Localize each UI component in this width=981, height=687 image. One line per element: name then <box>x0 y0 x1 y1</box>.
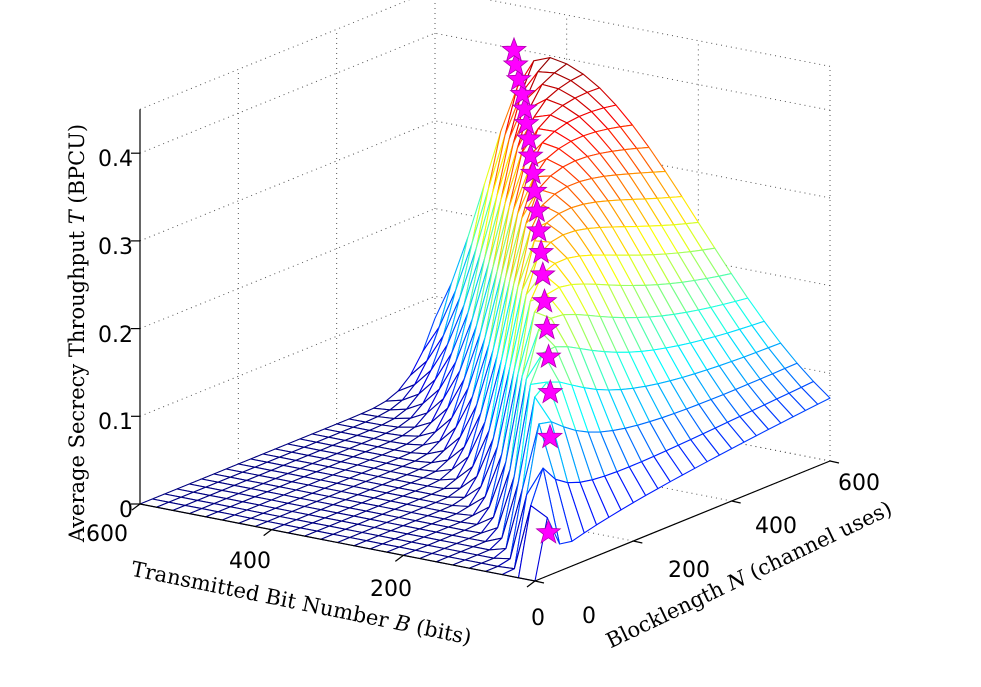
optimal-points <box>501 36 564 544</box>
optimal-point-star <box>501 36 527 62</box>
back-grid-line <box>139 208 436 330</box>
optimal-point-star <box>513 109 540 135</box>
y-tick-label: 200 <box>668 558 710 583</box>
back-grid-line <box>139 32 436 154</box>
optimal-point-star <box>533 314 560 340</box>
z-tick-label: 0.1 <box>98 410 133 435</box>
x-axis-label: Transmitted Bit Number B (bits) <box>129 557 473 650</box>
optimal-point-star <box>523 197 550 223</box>
optimal-point-star <box>521 177 548 203</box>
x-tick-mark <box>394 554 404 562</box>
y-tick-label: 0 <box>582 604 596 629</box>
x-tick-label: 200 <box>370 577 412 602</box>
optimal-point-star <box>517 142 544 168</box>
z-tick-label: 0.3 <box>98 235 133 260</box>
optimal-point-star <box>535 518 562 544</box>
back-grid-line <box>487 0 831 67</box>
axes <box>131 109 840 588</box>
x-axis-line <box>139 503 536 582</box>
z-tick-label: 0.2 <box>98 323 133 348</box>
z-axis-label: Average Secrecy Throughput T (BPCU) <box>65 124 89 543</box>
optimal-point-star <box>525 217 552 242</box>
back-grid-line <box>139 295 436 417</box>
optimal-point-star <box>519 159 546 185</box>
x-tick-label: 0 <box>531 606 545 631</box>
optimal-point-star <box>536 423 563 449</box>
x-tick-label: 400 <box>229 549 271 574</box>
y-axis-line <box>534 460 831 582</box>
optimal-point-star <box>535 343 562 369</box>
optimal-point-star <box>511 95 538 121</box>
y-tick-mark <box>633 540 643 544</box>
surface-mesh <box>139 57 831 582</box>
y-axis-label: Blocklength N (channel uses) <box>602 496 895 653</box>
x-tick-mark <box>526 580 536 588</box>
optimal-point-star <box>505 65 532 91</box>
x-tick-mark <box>131 503 141 511</box>
y-tick-mark <box>534 580 545 584</box>
y-tick-mark <box>829 460 840 464</box>
optimal-point-star <box>529 261 556 286</box>
z-tick-label: 0.4 <box>98 147 133 172</box>
x-tick-label: 600 <box>86 522 128 547</box>
optimal-point-star <box>515 125 542 151</box>
back-grid-line <box>434 32 831 111</box>
back-grid-line <box>139 120 436 242</box>
optimal-point-star <box>528 238 555 264</box>
y-tick-mark <box>731 500 741 504</box>
x-tick-mark <box>263 529 273 537</box>
back-grid-line <box>139 0 411 110</box>
y-tick-label: 400 <box>755 514 797 539</box>
optimal-point-star <box>509 80 536 106</box>
optimal-point-star <box>531 287 558 313</box>
z-tick-label: 0 <box>119 498 133 523</box>
optimal-point-star <box>537 378 564 404</box>
y-tick-label: 600 <box>838 471 880 496</box>
